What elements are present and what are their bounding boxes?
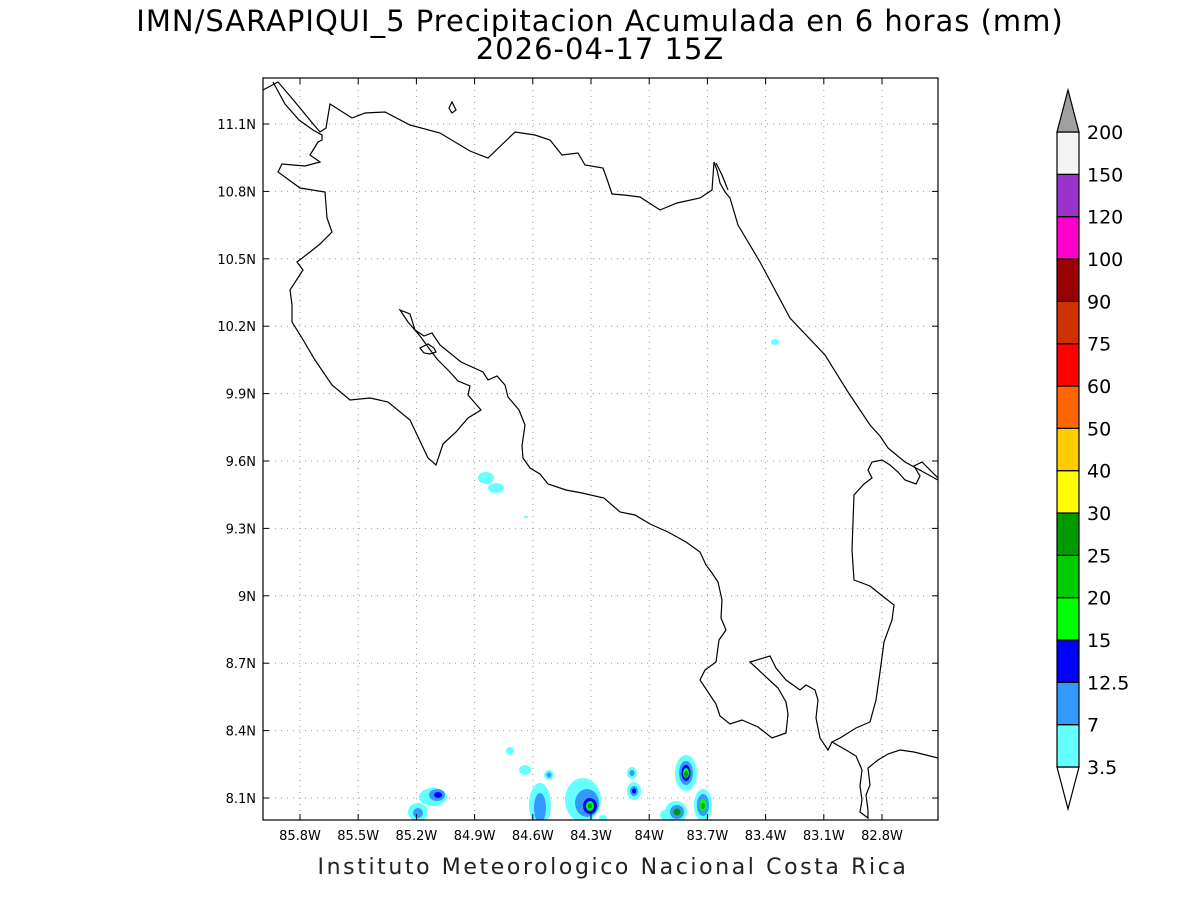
lon-tick-label: 84W bbox=[634, 829, 664, 844]
colorbar-label: 40 bbox=[1087, 461, 1111, 483]
colorbar-legend: 3.5 7 12.5 15 20 25 30 40 50 60 75 90 100 120 150 200 bbox=[1056, 87, 1129, 812]
lat-tick-label: 8.1N bbox=[226, 792, 256, 807]
colorbar-swatch bbox=[1056, 131, 1080, 175]
colorbar-swatch bbox=[1056, 300, 1080, 345]
colorbar-label: 90 bbox=[1087, 291, 1111, 313]
colorbar-label: 200 bbox=[1087, 122, 1123, 144]
colorbar-swatch bbox=[1056, 597, 1080, 641]
colorbar-swatch bbox=[1056, 258, 1080, 302]
latitude-axis: 11.1N 10.8N 10.5N 10.2N 9.9N 9.6N 9.3N 9N 8.7N 8.… bbox=[217, 118, 938, 807]
colorbar-label: 30 bbox=[1087, 503, 1111, 525]
colorbar-swatch bbox=[1056, 724, 1080, 768]
colorbar-label: 120 bbox=[1087, 207, 1123, 229]
colorbar-swatch bbox=[1056, 427, 1080, 472]
colorbar-top-arrow bbox=[1056, 87, 1080, 133]
lat-tick-label: 8.4N bbox=[226, 725, 256, 740]
lat-tick-label: 9.3N bbox=[226, 522, 256, 537]
lat-tick-label: 11.1N bbox=[217, 118, 256, 133]
lat-tick-label: 10.2N bbox=[217, 320, 256, 335]
colorbar-label: 60 bbox=[1087, 376, 1111, 398]
lon-tick-label: 84.3W bbox=[570, 829, 612, 844]
map-frame bbox=[262, 77, 939, 821]
colorbar-label: 15 bbox=[1087, 630, 1111, 652]
colorbar-bottom-arrow bbox=[1056, 766, 1080, 812]
map-datetime: 2026-04-17 15Z bbox=[475, 32, 725, 66]
lat-tick-label: 10.8N bbox=[217, 185, 256, 200]
colorbar-label: 20 bbox=[1087, 588, 1111, 610]
colorbar-swatch bbox=[1056, 385, 1080, 429]
colorbar-swatch bbox=[1056, 554, 1080, 599]
colorbar-swatch bbox=[1056, 216, 1080, 260]
lon-tick-label: 84.6W bbox=[512, 829, 554, 844]
lat-tick-label: 9.9N bbox=[226, 388, 256, 403]
footer-credit: Instituto Meteorologico Nacional Costa R… bbox=[317, 855, 909, 880]
lon-tick-label: 82.8W bbox=[861, 829, 903, 844]
map-gridlines bbox=[263, 78, 938, 820]
colorbar-swatch bbox=[1056, 681, 1080, 726]
lat-tick-label: 10.5N bbox=[217, 253, 256, 268]
colorbar-swatch bbox=[1056, 173, 1080, 218]
colorbar-label: 100 bbox=[1087, 249, 1123, 271]
lon-tick-label: 83.4W bbox=[745, 829, 787, 844]
coastline bbox=[263, 81, 938, 820]
lon-tick-label: 85.2W bbox=[395, 829, 437, 844]
colorbar-label: 12.5 bbox=[1087, 672, 1129, 694]
lon-tick-label: 85.8W bbox=[279, 829, 321, 844]
lat-tick-label: 8.7N bbox=[226, 657, 256, 672]
map-title: IMN/SARAPIQUI_5 Precipitacion Acumulada … bbox=[136, 4, 1064, 38]
lon-tick-label: 85.5W bbox=[337, 829, 379, 844]
lon-tick-label: 84.9W bbox=[454, 829, 496, 844]
lon-tick-label: 83.1W bbox=[803, 829, 845, 844]
lat-tick-label: 9.6N bbox=[226, 455, 256, 470]
colorbar-label: 7 bbox=[1087, 715, 1099, 737]
colorbar-label: 75 bbox=[1087, 334, 1111, 356]
colorbar-swatch bbox=[1056, 470, 1080, 514]
colorbar-label: 3.5 bbox=[1087, 757, 1117, 779]
colorbar-swatch bbox=[1056, 512, 1080, 556]
lat-tick-label: 9N bbox=[238, 590, 256, 605]
colorbar-label: 50 bbox=[1087, 418, 1111, 440]
colorbar-label: 150 bbox=[1087, 164, 1123, 186]
precipitation-contours bbox=[408, 339, 779, 820]
colorbar-swatch bbox=[1056, 639, 1080, 683]
colorbar-swatch bbox=[1056, 343, 1080, 387]
longitude-axis: 85.8W 85.5W 85.2W 84.9W 84.6W 84.3W 84W 83.7W 83… bbox=[279, 78, 903, 844]
lon-tick-label: 83.7W bbox=[686, 829, 728, 844]
colorbar-label: 25 bbox=[1087, 545, 1111, 567]
